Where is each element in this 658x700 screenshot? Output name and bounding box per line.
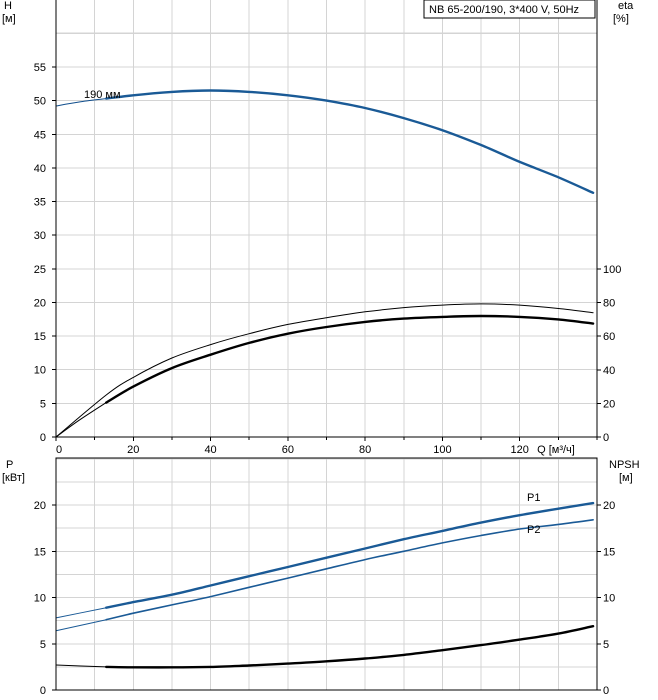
upper-series-3: [105, 314, 595, 404]
y-tick-label-left: 30: [34, 230, 46, 242]
x-tick-label: 60: [282, 444, 294, 456]
y-tick-label-left: 20: [34, 297, 46, 309]
lower-right-axis-title: NPSH: [609, 459, 640, 471]
upper-series-1: [105, 89, 595, 194]
upper-series-4: [55, 402, 107, 438]
lower-y-tick-label-right: 0: [603, 685, 609, 697]
chart-title: NB 65-200/190, 3*400 V, 50Hz: [429, 4, 579, 16]
y-tick-label-left: 10: [34, 365, 46, 377]
y-tick-label-left: 40: [34, 163, 46, 175]
upper-left-axis-unit: [м]: [2, 13, 16, 25]
y-tick-label-left: 45: [34, 129, 46, 141]
x-tick-label: 40: [204, 444, 216, 456]
x-tick-label: 100: [433, 444, 451, 456]
lower-left-axis-title: P: [6, 459, 13, 471]
lower-series-4: [55, 664, 107, 668]
lower-series-3: [55, 619, 107, 632]
y-tick-label-left: 55: [34, 62, 46, 74]
y-tick-label-right: 80: [603, 298, 615, 310]
axes: [52, 0, 601, 691]
y-tick-label-right: 100: [603, 264, 621, 276]
series-label-p2: P2: [527, 524, 540, 536]
impeller-diameter-annotation: 190 мм: [84, 89, 121, 101]
lower-y-tick-label-left: 0: [40, 685, 46, 697]
lower-y-tick-label-left: 5: [40, 639, 46, 651]
x-axis-label: Q [м³/ч]: [537, 444, 575, 456]
upper-right-axis-title: eta: [618, 0, 634, 12]
y-tick-label-right: 20: [603, 398, 615, 410]
lower-y-tick-label-left: 15: [34, 546, 46, 558]
title-box: [423, 0, 596, 19]
lower-y-tick-label-right: 10: [603, 593, 615, 605]
upper-left-axis-title: H: [4, 0, 12, 12]
series-label-p1: P1: [527, 492, 540, 504]
grid-lines: [56, 0, 598, 690]
upper-series-2: [55, 303, 594, 438]
lower-y-tick-label-right: 15: [603, 546, 615, 558]
lower-left-axis-unit: [кВт]: [2, 472, 25, 484]
curves: [55, 89, 595, 669]
lower-series-p1: [105, 501, 595, 609]
y-tick-label-left: 35: [34, 197, 46, 209]
y-tick-label-left: 15: [34, 331, 46, 343]
lower-series-5: [105, 625, 595, 669]
lower-panel-frame: [55, 457, 598, 691]
lower-y-tick-label-right: 5: [603, 639, 609, 651]
lower-y-tick-label-left: 20: [34, 500, 46, 512]
y-tick-label-left: 25: [34, 264, 46, 276]
y-tick-label-left: 5: [40, 398, 46, 410]
upper-series-0: [55, 98, 107, 107]
lower-y-tick-label-left: 10: [34, 593, 46, 605]
x-tick-label: 0: [56, 444, 62, 456]
y-tick-label-right: 0: [603, 432, 609, 444]
lower-y-tick-label-right: 20: [603, 500, 615, 512]
y-tick-label-left: 0: [40, 432, 46, 444]
upper-right-axis-unit: [%]: [613, 13, 629, 25]
x-tick-label: 80: [359, 444, 371, 456]
y-tick-label-right: 40: [603, 365, 615, 377]
x-tick-label: 20: [127, 444, 139, 456]
lower-series-p2: [105, 519, 594, 621]
x-tick-label: 120: [511, 444, 529, 456]
lower-right-axis-unit: [м]: [619, 472, 633, 484]
y-tick-label-right: 60: [603, 331, 615, 343]
lower-series-2: [55, 607, 107, 619]
y-tick-label-left: 50: [34, 96, 46, 108]
